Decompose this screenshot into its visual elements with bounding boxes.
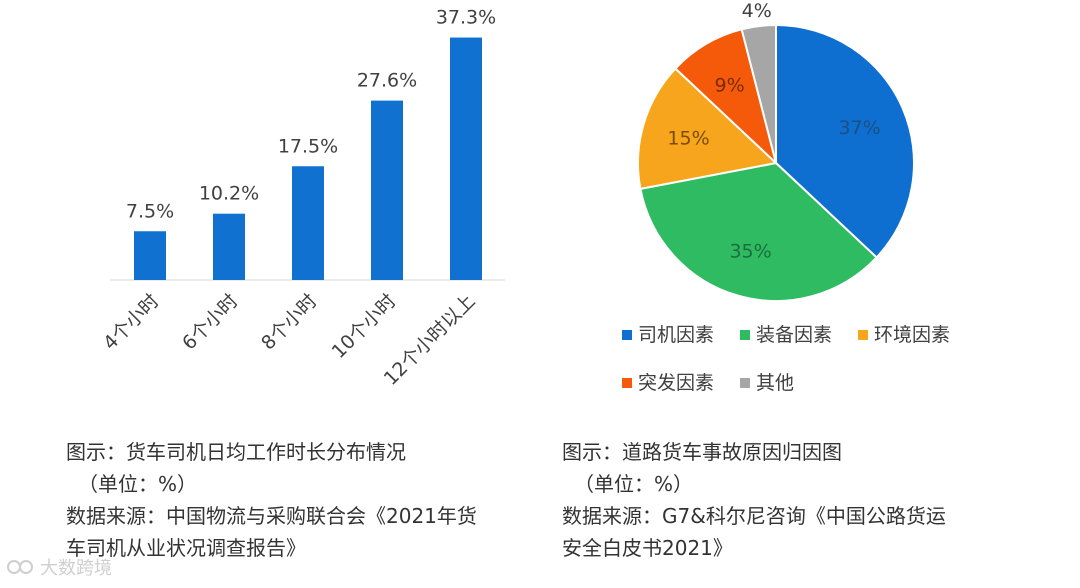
legend-item: 装备因素 xyxy=(740,324,832,346)
legend-label: 其他 xyxy=(756,372,794,394)
bar-data-label: 17.5% xyxy=(278,135,338,157)
caption-right-source-cont: 安全白皮书2021》 xyxy=(562,536,733,560)
legend-label: 司机因素 xyxy=(638,324,714,346)
pie-data-label: 15% xyxy=(667,128,709,150)
legend-swatch xyxy=(740,330,750,340)
caption-left-source: 数据来源：中国物流与采购联合会《2021年货 xyxy=(66,504,477,528)
legend-item: 环境因素 xyxy=(858,324,950,346)
legend-item: 司机因素 xyxy=(622,324,714,346)
pie-data-label: 9% xyxy=(715,75,745,97)
bar xyxy=(213,213,245,280)
bar xyxy=(292,166,324,280)
pie-slice xyxy=(740,23,777,164)
x-tick-label: 6个小时 xyxy=(178,290,242,354)
watermark: 大数跨境 xyxy=(6,554,112,580)
legend-label: 环境因素 xyxy=(874,324,950,346)
bar-chart: 7.5% 4个小时 10.2% 6个小时 17.5% 8个小时 27.6% 10个小时 37.3… xyxy=(99,7,505,390)
caption-left-title: 图示：货车司机日均工作时长分布情况 xyxy=(66,440,406,464)
caption-left: 图示：货车司机日均工作时长分布情况 （单位：%） 数据来源：中国物流与采购联合会… xyxy=(66,436,536,564)
logo-icon xyxy=(7,560,33,574)
pie-slice xyxy=(637,67,779,191)
bar-data-label: 37.3% xyxy=(436,7,496,29)
legend-swatch xyxy=(622,378,632,388)
legend-label: 装备因素 xyxy=(756,324,832,346)
caption-right: 图示：道路货车事故原因归因图 （单位：%） 数据来源：G7&科尔尼咨询《中国公路… xyxy=(562,436,1062,564)
pie-slice xyxy=(775,23,915,259)
legend-item: 其他 xyxy=(740,372,794,394)
caption-right-title: 图示：道路货车事故原因归因图 xyxy=(562,440,842,464)
watermark-text: 大数跨境 xyxy=(40,558,112,579)
x-tick-label: 4个小时 xyxy=(99,290,163,354)
bar xyxy=(450,37,482,280)
caption-left-source-cont: 车司机从业状况调查报告》 xyxy=(66,536,306,560)
legend-swatch xyxy=(740,378,750,388)
bar-data-label: 10.2% xyxy=(199,183,259,205)
bar-data-label: 7.5% xyxy=(126,200,174,222)
caption-right-source: 数据来源：G7&科尔尼咨询《中国公路货运 xyxy=(562,504,946,528)
caption-left-unit: （单位：%） xyxy=(78,472,198,496)
pie-slice xyxy=(639,161,879,302)
pie-data-label: 37% xyxy=(838,117,880,139)
x-tick-label: 8个小时 xyxy=(257,290,321,354)
bar xyxy=(134,231,166,280)
legend-label: 突发因素 xyxy=(638,372,714,394)
caption-right-unit: （单位：%） xyxy=(574,472,694,496)
legend-item: 突发因素 xyxy=(622,372,714,394)
pie-data-label: 35% xyxy=(729,240,771,262)
legend-swatch xyxy=(858,330,868,340)
pie-data-label: 4% xyxy=(742,0,772,22)
x-tick-label: 10个小时 xyxy=(328,290,401,363)
bar-data-label: 27.6% xyxy=(357,70,417,92)
bar xyxy=(371,100,403,280)
legend-swatch xyxy=(622,330,632,340)
